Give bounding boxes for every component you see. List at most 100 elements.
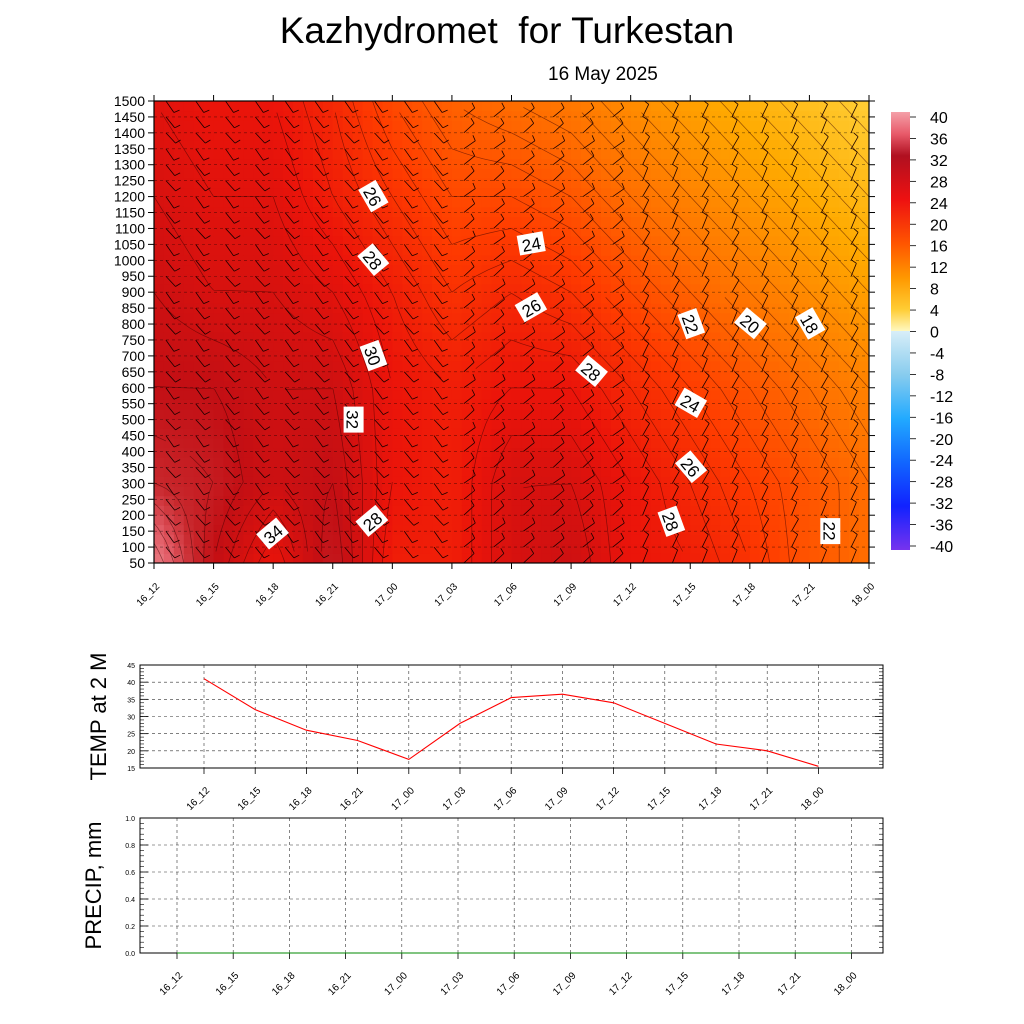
barb-staff (314, 116, 325, 129)
heat-cell (859, 457, 869, 468)
barb-staff (612, 140, 625, 150)
heat-cell (183, 274, 195, 285)
heat-cell (561, 110, 572, 121)
heat-cell (193, 187, 205, 198)
barb-flag (234, 459, 240, 463)
barb-flag (292, 157, 299, 161)
heat-cell (739, 341, 751, 352)
barb-flag (233, 492, 240, 496)
heat-cell (392, 283, 403, 295)
heat-cell (481, 476, 493, 487)
heat-cell (749, 514, 761, 526)
barb-flag (352, 396, 359, 400)
heat-cell (441, 409, 453, 420)
wind-barb (612, 246, 625, 261)
heat-cell (402, 409, 413, 420)
heat-cell (273, 360, 284, 372)
heat-cell (620, 389, 632, 400)
wind-barb (552, 246, 565, 261)
heat-cell (769, 360, 781, 372)
wind-barb (493, 374, 506, 389)
heat-cell (769, 409, 781, 420)
wind-barb (195, 228, 211, 240)
heat-cell (451, 312, 463, 323)
heat-cell (263, 197, 274, 208)
heat-cell (342, 389, 354, 400)
heat-cell (700, 370, 711, 381)
wind-barb (463, 389, 476, 405)
barb-staff (582, 331, 595, 341)
heat-cell (501, 149, 513, 160)
heat-cell (273, 505, 284, 516)
heat-cell (829, 322, 840, 333)
heat-cell (283, 524, 294, 535)
wind-barb (552, 469, 566, 484)
heat-cell (650, 312, 662, 323)
heat-cell (352, 447, 364, 458)
heat-cell (670, 428, 681, 439)
heat-cell (173, 178, 185, 189)
heat-cell (640, 312, 652, 323)
wind-barb (165, 530, 180, 543)
heat-cell (491, 389, 503, 400)
heat-cell (849, 178, 860, 189)
heat-cell (571, 389, 582, 400)
heat-cell (441, 283, 453, 295)
barb-staff (195, 180, 206, 192)
heat-cell (332, 437, 344, 449)
heat-cell (412, 149, 423, 160)
heat-cell (382, 466, 393, 477)
wind-barb (165, 451, 181, 463)
heat-cell (233, 226, 244, 237)
heat-cell (590, 303, 602, 314)
heat-cell (819, 110, 830, 121)
barb-flag (292, 109, 299, 113)
heat-cell (441, 428, 453, 439)
heat-cell (670, 264, 681, 275)
heat-cell (720, 120, 731, 131)
heat-cell (531, 197, 542, 208)
heat-cell (739, 101, 751, 112)
barb-staff (403, 514, 415, 526)
heat-cell (471, 206, 483, 218)
wind-barb (523, 165, 535, 181)
heat-cell (729, 341, 741, 352)
heat-cell (769, 543, 781, 554)
heat-cell (392, 341, 403, 352)
heat-cell (551, 293, 562, 304)
heat-cell (799, 457, 811, 468)
heat-cell (173, 409, 185, 420)
heat-cell (312, 409, 324, 420)
barb-staff (165, 435, 175, 448)
barb-flag (590, 484, 595, 491)
heat-cell (829, 216, 840, 227)
barb-flag (442, 268, 449, 272)
heat-cell (471, 409, 483, 420)
heat-cell (849, 149, 860, 160)
heat-cell (640, 216, 652, 227)
heat-cell (451, 178, 463, 189)
barb-staff (284, 212, 295, 224)
heat-cell (620, 514, 632, 526)
heat-cell (332, 187, 344, 198)
heat-cell (561, 274, 572, 285)
heat-cell (342, 129, 354, 141)
heat-cell (352, 158, 364, 169)
barb-flag (324, 474, 330, 479)
heat-cell (739, 466, 751, 477)
heat-cell (660, 466, 671, 477)
barb-flag (204, 124, 211, 129)
heat-cell (203, 524, 215, 535)
heat-cell (610, 197, 622, 208)
heat-cell (809, 476, 820, 487)
heat-cell (263, 216, 274, 227)
heat-cell (362, 158, 374, 169)
heat-cell (759, 129, 771, 141)
heat-cell (839, 486, 850, 497)
heat-cell (461, 120, 473, 131)
heat-cell (233, 370, 244, 381)
heat-cell (441, 206, 453, 218)
barb-flag (441, 348, 448, 352)
heat-cell (233, 524, 244, 535)
heat-cell (729, 110, 741, 121)
